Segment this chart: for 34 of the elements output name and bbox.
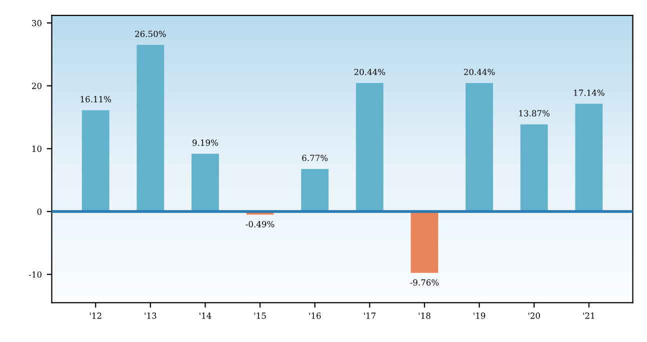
- bar: [520, 124, 548, 212]
- x-tick-label: '15: [254, 312, 266, 319]
- bar: [575, 104, 603, 212]
- x-tick-label: '18: [418, 312, 430, 319]
- x-tick-label: '12: [90, 312, 102, 319]
- data-label: -0.49%: [246, 221, 274, 228]
- y-tick-label: -10: [28, 271, 42, 278]
- y-tick-label: 20: [32, 82, 42, 90]
- bar: [301, 168, 329, 212]
- data-label: 9.19%: [192, 140, 218, 146]
- bar: [192, 154, 219, 212]
- bar: [82, 110, 110, 212]
- data-label: 20.44%: [464, 68, 495, 76]
- x-tick-label: '20: [528, 312, 540, 319]
- x-tick-label: '14: [200, 312, 212, 319]
- data-label: -9.76%: [410, 279, 439, 286]
- bar: [410, 212, 438, 273]
- data-label: 16.11%: [80, 96, 112, 102]
- y-tick-label: 0: [37, 208, 42, 215]
- data-label: 26.50%: [135, 30, 166, 38]
- y-tick-label: 30: [32, 20, 42, 26]
- x-tick-label: '13: [144, 312, 156, 319]
- data-label: 17.14%: [574, 90, 604, 96]
- bar: [466, 83, 493, 212]
- x-tick-label: '16: [309, 312, 321, 319]
- x-tick-label: '17: [364, 312, 376, 319]
- x-tick-label: '21: [583, 312, 594, 319]
- bar: [136, 44, 164, 212]
- x-tick-label: '19: [474, 312, 486, 319]
- data-label: 13.87%: [519, 110, 550, 116]
- y-tick-label: 10: [32, 146, 42, 152]
- bar: [356, 83, 384, 212]
- data-label: 6.77%: [302, 154, 328, 162]
- data-label: 20.44%: [354, 68, 386, 76]
